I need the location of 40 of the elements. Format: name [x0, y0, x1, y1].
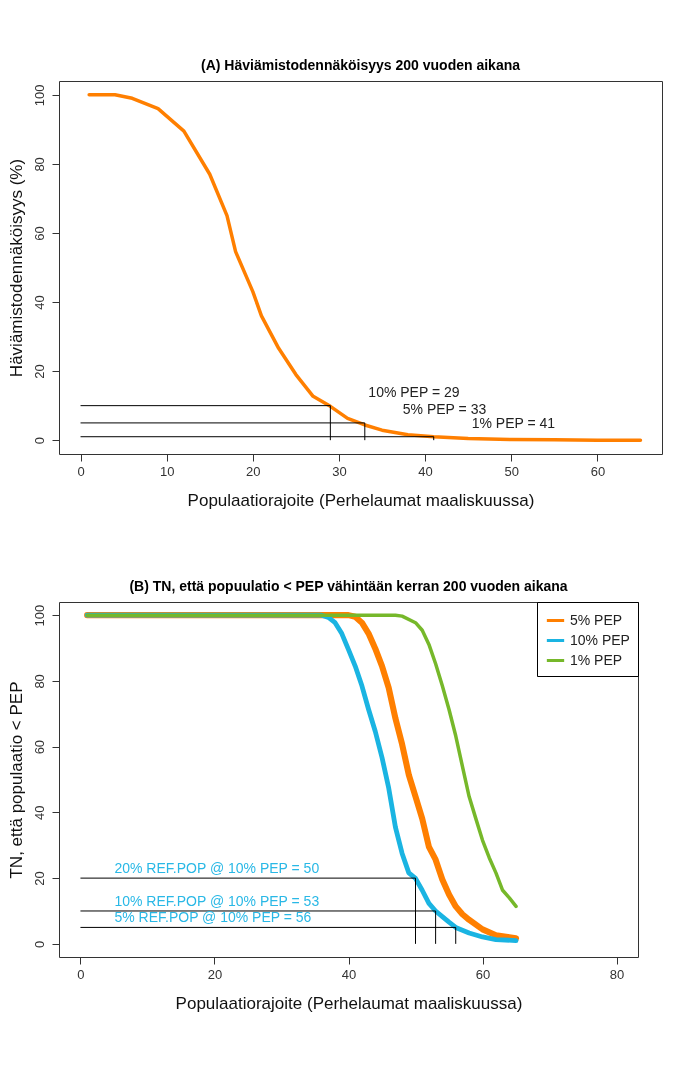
- x-tick-label: 50: [504, 463, 519, 479]
- line-series: [87, 93, 643, 442]
- annotation: 20% REF.POP @ 10% PEP = 50: [114, 860, 320, 877]
- y-tick-label: 80: [31, 674, 47, 689]
- y-tick-label: 100: [31, 604, 47, 627]
- x-tick-label: 80: [609, 966, 625, 982]
- annotation: 5% PEP = 33: [402, 400, 487, 417]
- annotation: 5% REF.POP @ 10% PEP = 56: [114, 909, 312, 926]
- x-tick-label: 0: [77, 463, 85, 479]
- y-tick-label: 0: [31, 940, 47, 948]
- x-tick-label: 60: [590, 463, 606, 479]
- annotation: 10% PEP = 29: [368, 383, 460, 400]
- x-tick-label: 30: [332, 463, 347, 479]
- y-tick-label: 60: [31, 226, 47, 241]
- y-tick-label: 20: [31, 871, 47, 886]
- x-tick-label: 0: [77, 966, 85, 982]
- y-tick-label: 20: [31, 364, 47, 379]
- annotation: 10% REF.POP @ 10% PEP = 53: [114, 892, 320, 909]
- x-tick-label: 20: [207, 966, 223, 982]
- x-tick-label: 60: [475, 966, 491, 982]
- legend-label: 1% PEP: [570, 651, 623, 668]
- y-axis-title: TN, että populaatio < PEP: [6, 681, 26, 879]
- chart-title: (B) TN, että popuulatio < PEP vähintään kerran 200 vuoden aikana: [129, 577, 568, 594]
- x-tick-label: 40: [341, 966, 357, 982]
- x-axis-title: Populaatiorajoite (Perhelaumat maaliskuussa): [175, 993, 523, 1013]
- x-tick-label: 20: [246, 463, 261, 479]
- x-tick-label: 10: [159, 463, 175, 479]
- y-tick-label: 0: [31, 437, 47, 445]
- y-axis-title: Häviämistodennäköisyys (%): [6, 158, 26, 378]
- x-tick-label: 40: [418, 463, 433, 479]
- legend-label: 5% PEP: [570, 611, 623, 628]
- y-tick-label: 40: [31, 805, 47, 821]
- annotation: 1% PEP = 41: [471, 414, 556, 431]
- y-tick-label: 80: [31, 157, 47, 172]
- y-tick-label: 100: [31, 84, 47, 107]
- y-tick-label: 60: [31, 739, 47, 755]
- legend-label: 10% PEP: [570, 631, 630, 648]
- y-tick-label: 40: [31, 295, 47, 310]
- x-axis-title: Populaatiorajoite (Perhelaumat maaliskuussa): [187, 490, 535, 510]
- chart-title: (A) Häviämistodennäköisyys 200 vuoden aikana: [200, 57, 521, 73]
